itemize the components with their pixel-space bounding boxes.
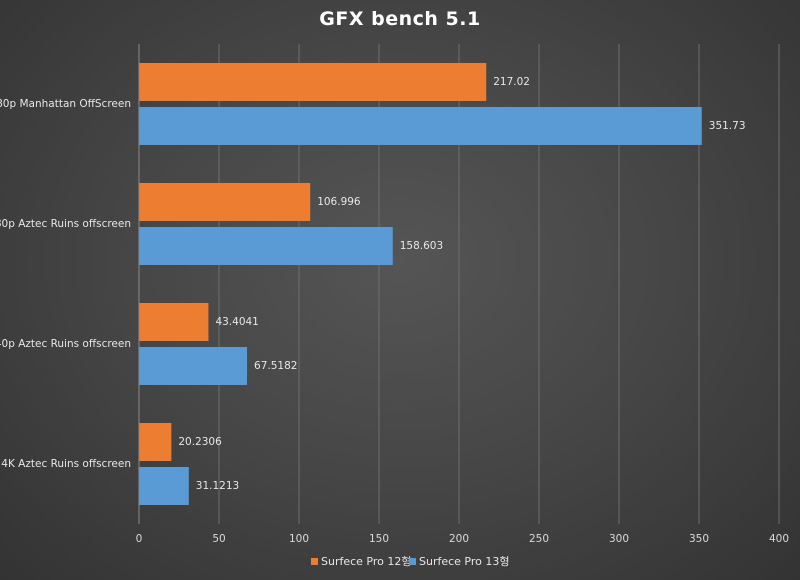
legend-label: Surfece Pro 13형 bbox=[419, 555, 510, 568]
category-label: 1440p Aztec Ruins offscreen bbox=[0, 338, 131, 350]
bar-series2-1 bbox=[139, 107, 702, 145]
legend-swatch-2 bbox=[409, 558, 416, 565]
chart-title: GFX bench 5.1 bbox=[319, 8, 481, 30]
x-tick-label: 350 bbox=[689, 533, 709, 545]
data-label: 351.73 bbox=[709, 120, 746, 132]
bar-series1-2 bbox=[139, 183, 311, 221]
data-label: 158.603 bbox=[400, 240, 443, 252]
x-tick-label: 0 bbox=[136, 533, 143, 545]
x-tick-label: 200 bbox=[449, 533, 469, 545]
category-label: 1080p Aztec Ruins offscreen bbox=[0, 218, 131, 230]
x-tick-label: 250 bbox=[529, 533, 549, 545]
bar-series1-3 bbox=[139, 303, 209, 341]
x-tick-label: 100 bbox=[289, 533, 309, 545]
bar-series1-4 bbox=[139, 423, 172, 461]
x-tick-label: 150 bbox=[369, 533, 389, 545]
data-label: 31.1213 bbox=[196, 480, 239, 492]
data-label: 43.4041 bbox=[215, 316, 258, 328]
data-label: 106.996 bbox=[317, 196, 361, 208]
category-label: 4K Aztec Ruins offscreen bbox=[1, 458, 131, 470]
data-label: 67.5182 bbox=[254, 360, 297, 372]
legend-label: Surfece Pro 12형 bbox=[321, 555, 412, 568]
data-label: 20.2306 bbox=[178, 436, 222, 448]
bar-series1-1 bbox=[139, 63, 487, 101]
bar-series2-3 bbox=[139, 347, 248, 385]
bar-series2-2 bbox=[139, 227, 393, 265]
x-tick-label: 400 bbox=[769, 533, 789, 545]
data-label: 217.02 bbox=[493, 76, 530, 88]
category-label: 1080p Manhattan OffScreen bbox=[0, 98, 131, 110]
legend-swatch-1 bbox=[311, 558, 318, 565]
x-tick-label: 300 bbox=[609, 533, 629, 545]
x-tick-label: 50 bbox=[212, 533, 225, 545]
bar-series2-4 bbox=[139, 467, 189, 505]
